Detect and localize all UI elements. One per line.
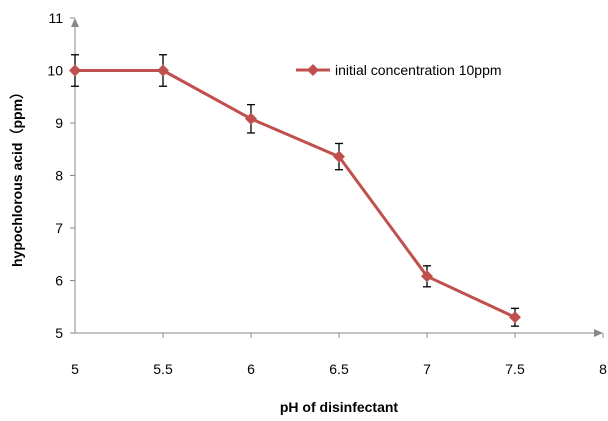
y-tick-label: 10 — [47, 63, 63, 79]
legend-entry-label: initial concentration 10ppm — [335, 62, 502, 78]
y-tick-label: 8 — [55, 168, 63, 184]
error-bars — [71, 54, 519, 327]
data-point — [69, 64, 81, 77]
legend-marker-swatch — [307, 64, 319, 76]
y-tick-label: 5 — [55, 325, 63, 341]
x-tick-label: 5.5 — [153, 361, 173, 377]
legend: initial concentration 10ppm — [296, 62, 502, 78]
x-tick-label: 5 — [71, 361, 79, 377]
x-tick-label: 6.5 — [329, 361, 349, 377]
data-point — [245, 112, 257, 125]
data-point — [509, 311, 521, 324]
y-axis-title: hypochlorous acid（ppm） — [9, 85, 25, 267]
x-axis-title: pH of disinfectant — [280, 399, 399, 415]
y-axis-arrow — [71, 18, 79, 27]
y-tick-label: 9 — [55, 115, 63, 131]
x-tick-labels: 5 5.5 6 6.5 7 7.5 8 — [71, 361, 607, 377]
y-tick-label: 11 — [48, 10, 63, 26]
y-tick-labels: 5 6 7 8 9 10 11 — [47, 10, 63, 341]
data-point — [421, 270, 433, 283]
y-tick-label: 7 — [55, 220, 63, 236]
series-line — [75, 69, 516, 319]
x-tick-label: 6 — [247, 361, 255, 377]
data-point — [157, 64, 169, 77]
data-point — [333, 150, 345, 163]
series-layer — [69, 64, 521, 324]
x-tick-label: 8 — [599, 361, 607, 377]
x-tick-label: 7 — [423, 361, 431, 377]
x-tick-label: 7.5 — [505, 361, 525, 377]
y-tick-label: 6 — [55, 273, 63, 289]
x-axis-arrow — [594, 329, 603, 337]
